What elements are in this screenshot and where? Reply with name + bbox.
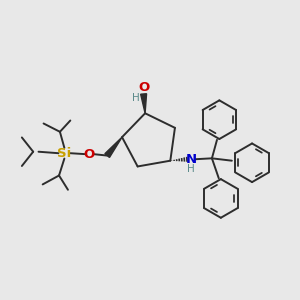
Polygon shape	[105, 137, 122, 158]
Polygon shape	[141, 94, 147, 113]
Text: H: H	[187, 164, 195, 174]
Text: O: O	[83, 148, 94, 160]
Text: O: O	[138, 81, 149, 94]
Text: N: N	[186, 153, 197, 166]
Text: H: H	[132, 93, 140, 103]
Text: Si: Si	[57, 147, 71, 160]
